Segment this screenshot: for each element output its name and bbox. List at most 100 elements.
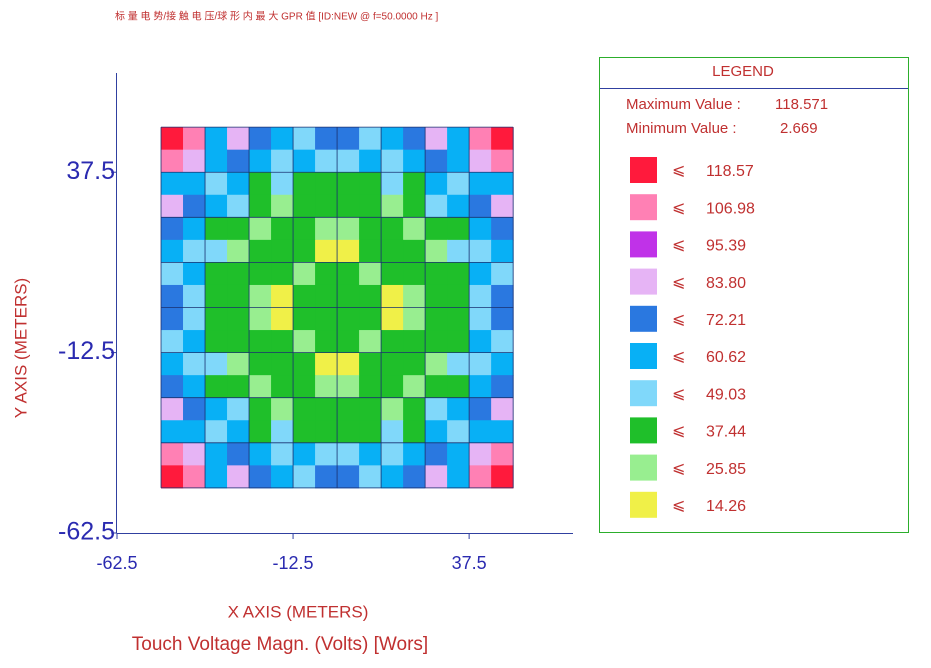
- heat-cell: [425, 442, 448, 466]
- heat-cell: [315, 307, 338, 331]
- heat-cell: [183, 217, 206, 241]
- legend-relation: ⩽: [672, 274, 685, 291]
- heat-cell: [381, 217, 404, 241]
- heat-cell: [337, 307, 360, 331]
- heat-cell: [359, 217, 382, 241]
- heat-cell: [425, 262, 448, 286]
- heat-cell: [491, 420, 514, 444]
- heat-cell: [227, 284, 250, 309]
- heat-cell: [381, 330, 404, 354]
- heat-cell: [227, 149, 250, 173]
- heat-cell: [359, 397, 382, 421]
- heat-cell: [425, 239, 448, 263]
- heat-cell: [403, 375, 426, 399]
- heat-cell: [293, 262, 316, 286]
- heat-cell: [447, 442, 470, 466]
- heat-cell: [227, 420, 250, 444]
- heat-cell: [381, 352, 404, 376]
- heat-cell: [381, 465, 404, 489]
- legend-swatch: [630, 343, 657, 369]
- heat-cell: [183, 397, 206, 421]
- heat-cell: [469, 397, 492, 421]
- heat-cell: [403, 465, 426, 489]
- heat-cell: [249, 239, 272, 263]
- heat-cell: [205, 352, 228, 376]
- heat-cell: [337, 262, 360, 286]
- y-axis-label: Y AXIS (METERS): [11, 278, 30, 418]
- heat-cell: [271, 330, 294, 354]
- legend-relation: ⩽: [672, 460, 685, 477]
- heat-cell: [205, 239, 228, 263]
- heat-cell: [469, 194, 492, 218]
- heat-cell: [161, 330, 184, 354]
- heat-cell: [161, 194, 184, 218]
- heat-cell: [403, 397, 426, 421]
- heat-cell: [271, 442, 294, 466]
- heat-cell: [249, 194, 272, 218]
- heat-cell: [403, 194, 426, 218]
- heat-cell: [337, 442, 360, 466]
- heat-cell: [293, 127, 316, 151]
- heat-cell: [491, 194, 514, 218]
- heat-cell: [249, 397, 272, 421]
- heat-cell: [271, 284, 294, 309]
- legend-relation: ⩽: [672, 497, 685, 514]
- heat-cell: [227, 330, 250, 354]
- legend-max-label: Maximum Value :: [626, 96, 741, 113]
- heat-cell: [315, 149, 338, 173]
- heat-cell: [381, 127, 404, 151]
- heat-cell: [359, 420, 382, 444]
- heat-cell: [403, 284, 426, 309]
- heat-cell: [359, 262, 382, 286]
- heat-cell: [161, 352, 184, 376]
- heat-cell: [447, 262, 470, 286]
- heat-cell: [337, 172, 360, 196]
- heat-cell: [337, 420, 360, 444]
- heat-cell: [227, 352, 250, 376]
- x-tick-label: 37.5: [452, 553, 487, 573]
- legend-relation: ⩽: [672, 162, 685, 179]
- heat-cell: [271, 420, 294, 444]
- x-tick-label: -62.5: [96, 553, 137, 573]
- y-tick-label: -62.5: [58, 518, 115, 546]
- heat-cell: [425, 127, 448, 151]
- heat-cell: [491, 262, 514, 286]
- heat-cell: [205, 172, 228, 196]
- heat-cell: [227, 442, 250, 466]
- heat-cell: [271, 375, 294, 399]
- heat-cell: [381, 307, 404, 331]
- legend-relation: ⩽: [672, 199, 685, 216]
- heat-cell: [183, 330, 206, 354]
- heat-cell: [161, 217, 184, 241]
- legend-level: 60.62: [706, 349, 746, 366]
- heat-cell: [271, 352, 294, 376]
- heat-cell: [381, 375, 404, 399]
- heat-cell: [205, 307, 228, 331]
- heat-cell: [381, 172, 404, 196]
- heat-cell: [271, 307, 294, 331]
- legend-max-value: 118.571: [775, 96, 828, 113]
- heat-cell: [183, 352, 206, 376]
- heat-cell: [447, 375, 470, 399]
- legend-swatch: [630, 491, 657, 518]
- heat-cell: [315, 465, 338, 489]
- heat-cell: [447, 194, 470, 218]
- heat-cell: [381, 397, 404, 421]
- legend-level: 37.44: [706, 424, 746, 441]
- heat-cell: [491, 307, 514, 331]
- heat-cell: [491, 149, 514, 173]
- heat-cell: [359, 352, 382, 376]
- heat-cell: [447, 352, 470, 376]
- heat-cell: [403, 262, 426, 286]
- legend-relation: ⩽: [672, 423, 685, 440]
- heat-cell: [403, 307, 426, 331]
- legend-level: 14.26: [706, 498, 746, 515]
- heat-cell: [337, 352, 360, 376]
- heat-cell: [469, 352, 492, 376]
- heat-cell: [337, 284, 360, 309]
- heat-cell: [183, 307, 206, 331]
- heat-cell: [205, 465, 228, 489]
- heat-cell: [271, 194, 294, 218]
- heat-cell: [293, 149, 316, 173]
- heat-cell: [491, 330, 514, 354]
